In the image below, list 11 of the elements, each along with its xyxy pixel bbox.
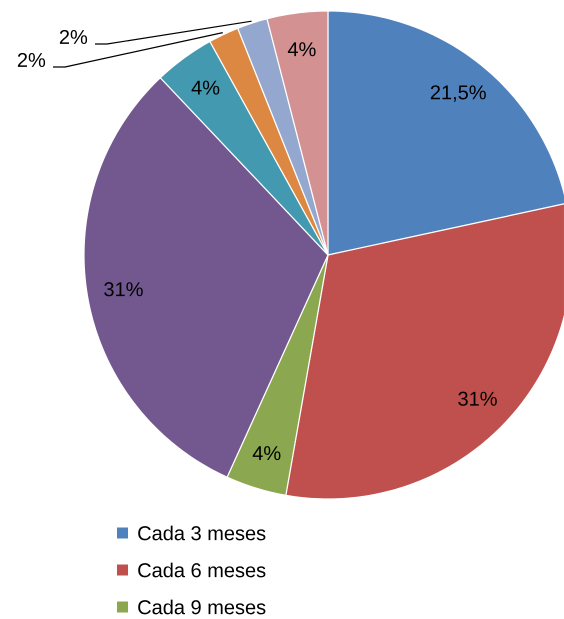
- data-label: 4%: [288, 42, 316, 56]
- data-label: 2%: [18, 52, 46, 68]
- data-label: 4%: [252, 446, 280, 460]
- data-label: 2%: [60, 30, 88, 44]
- legend-label: Cada 3 meses: [138, 526, 266, 540]
- data-label: 31%: [104, 282, 143, 296]
- data-label: 4%: [192, 80, 220, 95]
- legend-label: Cada 6 meses: [138, 562, 266, 578]
- data-label: 21,5%: [430, 85, 486, 102]
- data-label: 31%: [458, 392, 497, 406]
- legend-label: Cada 9 meses: [138, 600, 266, 614]
